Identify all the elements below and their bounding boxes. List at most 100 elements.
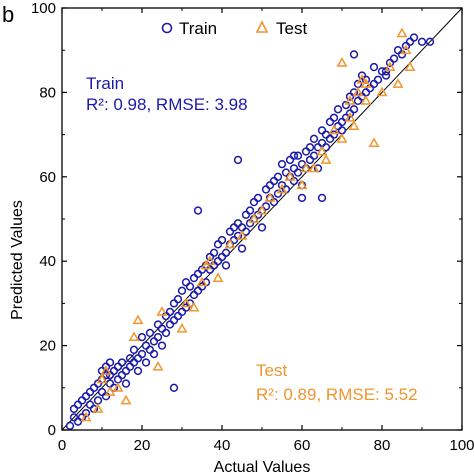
train-point [169, 383, 179, 392]
train-point [417, 37, 427, 46]
train-annotation-stats: R²: 0.98, RMSE: 3.98 [86, 95, 248, 114]
x-tick-label: 100 [449, 437, 474, 454]
train-point [177, 286, 187, 295]
train-point [293, 151, 303, 160]
x-tick-label: 60 [294, 437, 311, 454]
train-point [173, 295, 183, 304]
test-point [152, 360, 164, 371]
legend: Train Test [161, 19, 307, 38]
test-point [120, 394, 132, 405]
train-point [217, 235, 227, 245]
test-point [100, 365, 112, 375]
test-point [404, 61, 416, 71]
test-point [352, 86, 364, 97]
train-point [309, 151, 319, 160]
test-point [336, 57, 348, 67]
train-point [137, 333, 147, 342]
y-tick-label: 80 [39, 84, 56, 101]
train-point [121, 379, 131, 388]
y-tick-label: 0 [48, 422, 56, 439]
test-point [348, 120, 360, 131]
test-point [180, 297, 192, 308]
train-point [129, 345, 139, 354]
train-point [221, 248, 231, 257]
train-point [341, 100, 351, 110]
x-tick-label: 20 [134, 437, 151, 454]
train-point [273, 172, 283, 181]
train-point [193, 206, 203, 215]
y-tick-label: 60 [39, 169, 56, 186]
train-points [65, 33, 435, 430]
y-tick-label: 40 [39, 253, 56, 270]
train-point [397, 50, 407, 59]
train-point [257, 223, 267, 232]
x-tick-label: 80 [374, 437, 391, 454]
test-point [112, 382, 124, 392]
train-point [161, 328, 171, 338]
train-point [297, 193, 307, 203]
test-point [80, 411, 92, 422]
test-point [212, 272, 224, 282]
test-point [156, 306, 168, 316]
test-point [248, 213, 260, 223]
train-point [381, 71, 391, 80]
train-point [269, 197, 279, 207]
train-point [289, 176, 299, 186]
test-point [368, 137, 380, 147]
train-point [373, 75, 383, 84]
test-point [384, 61, 396, 71]
test-point [400, 44, 412, 55]
test-point [356, 74, 368, 84]
test-annotation-stats: R²: 0.89, RMSE: 5.52 [256, 385, 418, 404]
train-point [329, 113, 339, 122]
train-point [221, 261, 231, 270]
train-point [209, 248, 219, 257]
train-point [409, 33, 419, 42]
train-point [333, 105, 343, 114]
train-point [369, 62, 379, 72]
y-tick-label: 100 [31, 0, 56, 17]
train-point [133, 366, 143, 376]
test-point [284, 171, 296, 181]
train-point [165, 307, 175, 316]
test-point [300, 162, 312, 173]
train-point [277, 159, 287, 169]
y-tick-label: 20 [39, 338, 56, 355]
train-point [289, 151, 299, 160]
reference-line [61, 7, 463, 431]
test-point [308, 162, 320, 173]
test-point [224, 238, 236, 249]
test-point [360, 95, 372, 105]
train-point [309, 134, 319, 143]
train-point [273, 189, 283, 198]
reference-line-layer [61, 7, 463, 431]
train-point [293, 168, 303, 177]
test-point [320, 154, 332, 164]
train-annotation-title: Train [86, 74, 124, 93]
test-point [328, 124, 340, 135]
train-point [141, 358, 151, 367]
train-point [81, 408, 91, 418]
train-point [185, 282, 195, 291]
y-axis-label: Predicted Values [9, 200, 26, 320]
train-point [101, 392, 111, 401]
test-point [256, 204, 268, 215]
test-point [128, 331, 140, 342]
x-axis-label: Actual Values [214, 459, 311, 474]
axes [61, 7, 463, 431]
test-point [188, 301, 200, 312]
test-point [196, 276, 208, 287]
train-point [305, 143, 315, 152]
legend-train-label: Train [179, 19, 217, 38]
test-point [396, 27, 408, 38]
train-point [349, 50, 359, 59]
test-point [92, 403, 104, 413]
train-point [253, 193, 263, 203]
test-point [176, 323, 188, 333]
x-tick-label: 0 [58, 437, 66, 454]
train-point [245, 206, 255, 215]
legend-test-marker [255, 20, 269, 33]
test-point [264, 192, 276, 202]
train-point [349, 105, 359, 114]
test-point [336, 133, 348, 143]
